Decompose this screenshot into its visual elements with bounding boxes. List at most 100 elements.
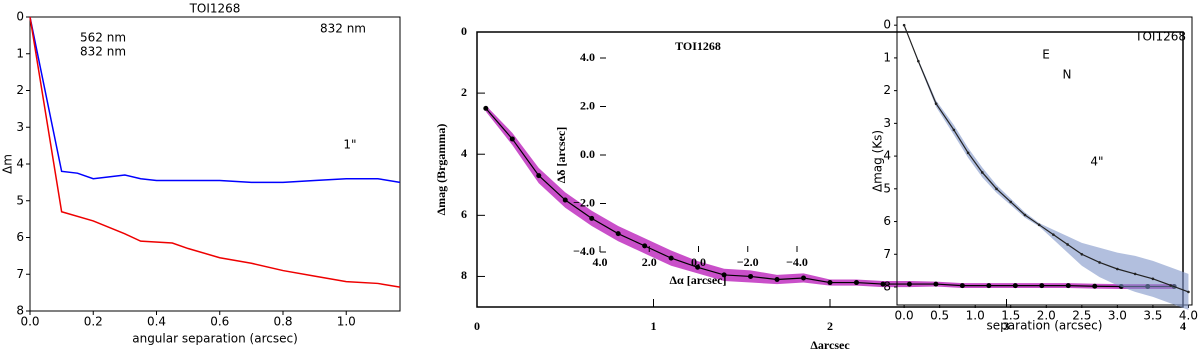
- x-tick-label: 2: [827, 319, 833, 333]
- marker: [1116, 267, 1119, 271]
- inset-y-tick-label: 4.0: [580, 50, 595, 64]
- marker: [986, 283, 992, 289]
- inset-y-tick-label: −2.0: [573, 195, 595, 209]
- x-tick-label: 3.5: [1143, 309, 1162, 323]
- x-tick-label: 0.0: [20, 315, 39, 329]
- y-tick-label: 8: [461, 268, 467, 282]
- compass-label: N: [1063, 68, 1072, 82]
- x-tick-label: 0.4: [147, 315, 166, 329]
- x-tick-label: 1.0: [966, 309, 985, 323]
- marker: [1187, 290, 1190, 294]
- inset-x-tick-label: 2.0: [642, 255, 657, 269]
- y-tick-label: 6: [16, 230, 24, 244]
- y-tick-label: 2: [883, 83, 891, 97]
- x-tick-label: 0.0: [895, 309, 914, 323]
- plot-frame: [29, 16, 401, 312]
- marker: [695, 264, 701, 270]
- marker: [721, 272, 727, 278]
- y-tick-label: 6: [461, 207, 467, 221]
- chart-title: TOI1268: [189, 2, 241, 16]
- x-tick-label: 0: [474, 319, 480, 333]
- y-tick-label: 0: [883, 18, 891, 32]
- inset-title: 832 nm: [320, 22, 366, 36]
- marker: [1169, 284, 1172, 287]
- x-tick-label: 0.2: [84, 315, 103, 329]
- inset-x-tick-label: 4.0: [593, 255, 608, 269]
- marker: [827, 280, 833, 286]
- inset-title: TOI1268: [1134, 30, 1186, 44]
- x-tick-label: 1.0: [337, 315, 356, 329]
- y-axis-label: Δmag (Brgamma): [434, 124, 448, 216]
- scale-label: 1": [343, 138, 356, 152]
- marker: [902, 23, 906, 27]
- marker: [933, 281, 939, 287]
- marker: [934, 102, 938, 106]
- x-tick-label: 1: [651, 319, 657, 333]
- inset-y-tick-label: 2.0: [580, 98, 595, 112]
- line: [29, 16, 401, 288]
- marker: [995, 187, 998, 191]
- x-tick-label: 4: [1180, 319, 1186, 333]
- y-tick-label: 5: [16, 193, 24, 207]
- y-tick-label: 4: [883, 149, 891, 163]
- inset-x-label: Δα [arcsec]: [670, 273, 727, 287]
- marker: [966, 151, 970, 155]
- y-tick-label: 1: [883, 50, 891, 64]
- y-tick-label: 3: [16, 120, 24, 134]
- y-tick-label: 4: [16, 157, 24, 171]
- x-axis-label: angular separation (arcsec): [132, 332, 298, 346]
- inset-y-tick-label: 0.0: [580, 147, 595, 161]
- marker: [509, 136, 515, 142]
- y-tick-label: 2: [461, 85, 467, 99]
- marker: [1066, 243, 1069, 246]
- error-band: [904, 25, 1189, 310]
- panel: 0 1 2 3 4 0 2 4 6 8 Δarcsec Δmag (Brgamma) TOI1268 4.…: [434, 24, 1186, 352]
- inset-x-tick-label: −4.0: [786, 255, 808, 269]
- x-tick-label: 3.0: [1108, 309, 1127, 323]
- inset-y-label: Δδ [arcsec]: [554, 127, 568, 184]
- y-tick-label: 7: [16, 267, 24, 281]
- compass-label: E: [1042, 48, 1050, 62]
- marker: [917, 59, 920, 63]
- inset-x-tick-label: 0.0: [691, 255, 706, 269]
- marker: [774, 277, 780, 282]
- inset-y-tick-label: −4.0: [573, 244, 595, 258]
- marker: [853, 280, 859, 286]
- marker: [589, 215, 595, 221]
- x-tick-label: 2.5: [1072, 309, 1091, 323]
- marker: [801, 275, 807, 281]
- x-tick-label: 0.8: [273, 315, 292, 329]
- inset-x-tick-label: −2.0: [737, 255, 759, 269]
- y-tick-label: 7: [883, 247, 891, 261]
- x-axis-label: separation (arcsec): [987, 319, 1103, 333]
- marker: [1039, 283, 1045, 289]
- y-tick-label: 6: [883, 214, 891, 228]
- x-tick-label: 3: [1004, 319, 1010, 333]
- marker: [562, 197, 568, 203]
- y-axis-label: Δmag (Ks): [871, 130, 885, 192]
- y-tick-label: 8: [883, 280, 891, 294]
- legend-label: 832 nm: [80, 45, 126, 59]
- x-axis-label: Δarcsec: [810, 338, 850, 352]
- y-tick-label: 2: [16, 83, 24, 97]
- y-tick-label: 1: [16, 46, 24, 60]
- marker: [1151, 277, 1155, 281]
- marker: [748, 273, 754, 279]
- marker: [1023, 213, 1027, 217]
- line: [29, 16, 401, 184]
- marker: [615, 231, 621, 237]
- marker: [1037, 223, 1041, 227]
- line: [903, 24, 1189, 293]
- x-tick-label: 0.5: [930, 309, 949, 323]
- scale-label: 4": [1090, 155, 1103, 169]
- y-tick-label: 5: [883, 181, 891, 195]
- legend-label: 562 nm: [80, 31, 126, 45]
- marker: [1080, 252, 1084, 256]
- marker: [536, 173, 542, 179]
- plot-frame: [476, 31, 1184, 308]
- x-tick-label: 4.0: [1179, 309, 1198, 323]
- y-tick-label: 3: [883, 116, 891, 130]
- marker: [959, 283, 965, 289]
